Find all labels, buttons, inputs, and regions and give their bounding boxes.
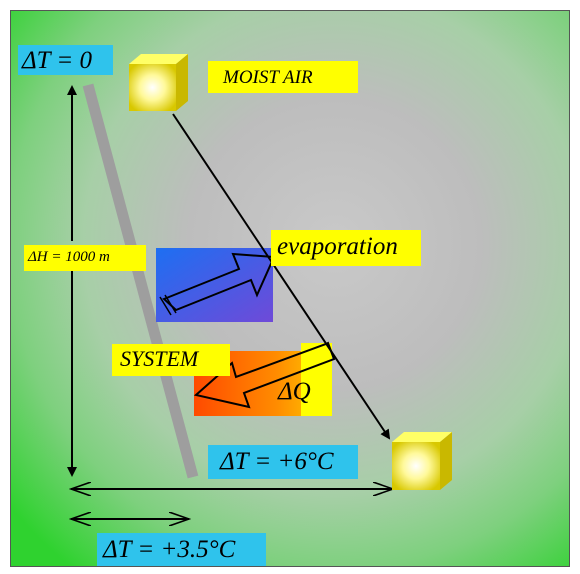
diagram-canvas: ΔT = 0 MOIST AIR evaporation ΔH = 1000 m… xyxy=(10,10,570,567)
label-delta-t-plus-3-5: ΔT = +3.5°C xyxy=(97,533,266,566)
evaporation-arrow-tail-2 xyxy=(164,294,177,314)
label-moist-air: MOIST AIR xyxy=(208,61,358,93)
heat-box-highlight xyxy=(301,343,332,416)
heat-arrow xyxy=(193,341,336,409)
label-delta-h: ΔH = 1000 m xyxy=(24,245,146,271)
label-delta-q: ΔQ xyxy=(278,378,311,405)
moist-air-cube-bottom xyxy=(392,432,452,490)
evaporation-box xyxy=(156,248,273,322)
adiabatic-arrow xyxy=(172,113,391,440)
evaporation-arrow-tail-1 xyxy=(159,296,172,316)
label-delta-t-zero: ΔT = 0 xyxy=(18,45,113,75)
diagram-graphics xyxy=(67,54,452,566)
label-delta-t-plus-6: ΔT = +6°C xyxy=(208,445,358,479)
label-system: SYSTEM xyxy=(112,344,230,376)
system-boundary-line xyxy=(82,83,199,479)
moist-air-cube-top xyxy=(129,54,188,111)
label-evaporation: evaporation xyxy=(271,230,421,266)
evaporation-arrow xyxy=(162,252,276,312)
